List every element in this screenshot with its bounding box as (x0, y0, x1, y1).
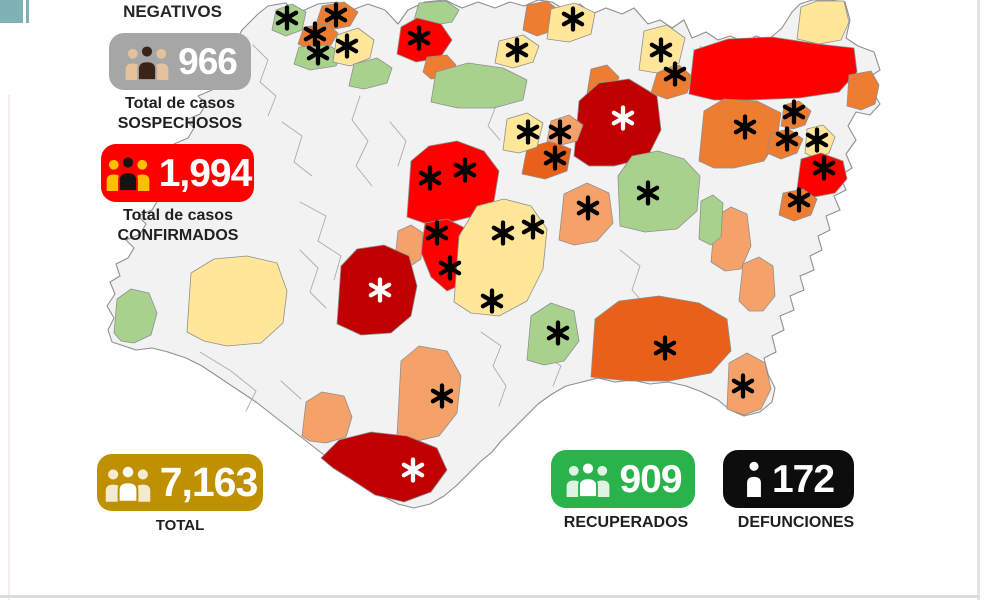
sospechosos-caption: Total de casos SOSPECHOSOS (92, 94, 268, 134)
map-region-red (688, 36, 858, 101)
asterisk-marker (663, 61, 687, 87)
map-region-darkRed (320, 431, 448, 503)
asterisk-marker (491, 220, 515, 246)
municipal-border (389, 121, 407, 167)
confirmados-value: 1,994 (158, 151, 253, 195)
asterisk-marker (438, 255, 462, 281)
map-region-orange (698, 98, 782, 169)
total-stat-box: 7,163 (97, 454, 263, 511)
map-region-yellow (796, 0, 850, 45)
recuperados-caption: RECUPERADOS (563, 514, 689, 531)
map-region-green (617, 150, 701, 233)
slide-left-edge (8, 95, 10, 600)
asterisk-marker (636, 180, 660, 206)
recuperados-value: 909 (619, 457, 682, 501)
municipal-border (252, 44, 277, 117)
asterisk-marker (782, 99, 806, 125)
map-region-orangeLight (738, 256, 776, 312)
asterisk-marker (787, 187, 811, 213)
asterisk-marker (430, 383, 454, 409)
asterisk-marker (653, 335, 677, 361)
asterisk-marker (805, 127, 829, 153)
asterisk-marker (407, 25, 431, 51)
map-region-green (430, 62, 528, 109)
corner-accent-square (0, 0, 23, 23)
map-region-green (348, 57, 393, 90)
municipal-border (299, 249, 327, 309)
asterisk-marker (303, 21, 327, 47)
slide-right-edge (977, 0, 980, 600)
confirmados-caption: Total de casos CONFIRMADOS (88, 206, 268, 246)
asterisk-marker (425, 220, 449, 246)
asterisk-marker (543, 145, 567, 171)
asterisk-marker (275, 5, 299, 31)
confirmados-caption-line1: Total de casos (123, 207, 233, 224)
defunciones-caption: DEFUNCIONES (737, 514, 855, 531)
asterisk-marker (812, 155, 836, 181)
asterisk-marker (775, 126, 799, 152)
people-group-icon (567, 461, 610, 498)
sospechosos-value: 966 (178, 41, 238, 82)
asterisk-marker (731, 373, 755, 399)
corner-accent-bar (26, 0, 29, 23)
asterisk-marker (505, 37, 529, 63)
asterisk-marker (733, 114, 757, 140)
sospechosos-caption-line2: SOSPECHOSOS (117, 115, 243, 132)
asterisk-marker (335, 33, 359, 59)
map-region-green (113, 288, 158, 344)
municipal-border (199, 351, 257, 412)
map-region-green (698, 194, 724, 246)
asterisk-marker (548, 119, 572, 145)
asterisk-marker (521, 214, 545, 240)
municipal-border (480, 331, 507, 407)
asterisk-marker (576, 195, 600, 221)
confirmados-stat-box: 1,994 (101, 144, 254, 202)
slide-bottom-edge (0, 595, 980, 598)
map-region-orangeLight (396, 345, 462, 442)
total-value: 7,163 (159, 459, 259, 505)
map-region-yellow (332, 27, 375, 67)
people-group-icon (105, 464, 150, 503)
municipal-border (299, 201, 342, 281)
total-caption: TOTAL (155, 517, 205, 534)
confirmados-caption-line2: CONFIRMADOS (117, 227, 239, 244)
map-region-yellow (453, 198, 548, 317)
asterisk-marker (453, 157, 477, 183)
asterisk-marker (611, 105, 635, 131)
negativos-label: NEGATIVOS (123, 2, 222, 21)
municipal-border (351, 95, 373, 187)
map-region-orangeStrong (590, 295, 732, 382)
sospechosos-stat-box: 966 (109, 33, 251, 90)
asterisk-marker (561, 6, 585, 32)
map-region-orangeLight (301, 391, 353, 444)
asterisk-marker (649, 37, 673, 63)
map-region-yellow (186, 255, 288, 347)
defunciones-value: 172 (771, 457, 835, 501)
asterisk-marker (516, 119, 540, 145)
people-group-icon (125, 44, 169, 81)
asterisk-marker (480, 288, 504, 314)
single-person-icon (745, 460, 763, 498)
asterisk-marker (368, 277, 392, 303)
asterisk-marker (306, 40, 330, 66)
asterisk-marker (324, 2, 348, 28)
municipal-border (280, 380, 302, 400)
sospechosos-caption-line1: Total de casos (125, 95, 235, 112)
asterisk-marker (546, 320, 570, 346)
asterisk-marker (418, 165, 442, 191)
municipal-border (281, 121, 313, 177)
map-region-orange (846, 70, 880, 111)
asterisk-marker (401, 457, 425, 483)
defunciones-stat-box: 172 (723, 450, 854, 508)
people-group-icon (106, 155, 150, 192)
recuperados-stat-box: 909 (551, 450, 695, 508)
